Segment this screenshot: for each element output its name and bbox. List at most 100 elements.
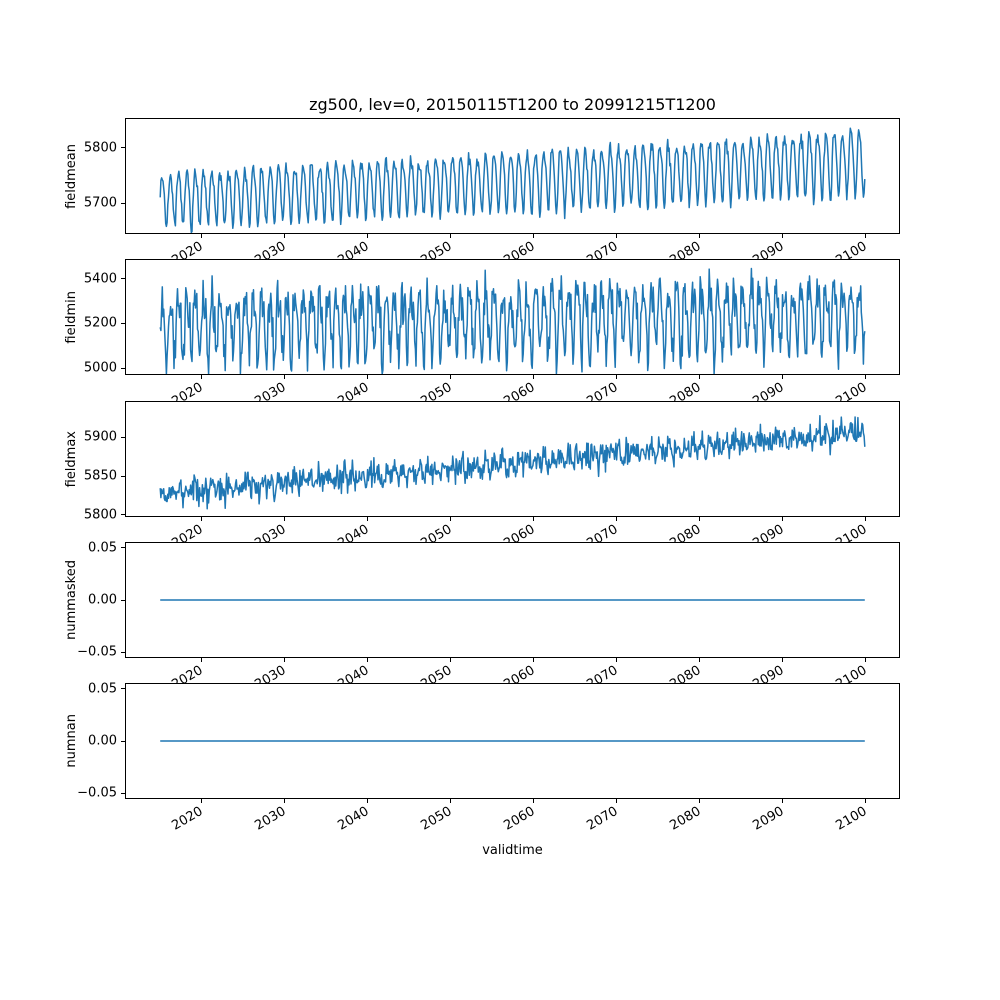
y-axis-label: fieldmean bbox=[64, 143, 79, 209]
y-tick-mark bbox=[121, 147, 125, 149]
y-tick-mark bbox=[121, 436, 125, 438]
x-tick-label: 2090 bbox=[750, 804, 787, 834]
x-tick-mark bbox=[366, 375, 368, 379]
x-tick-mark bbox=[200, 658, 202, 662]
y-tick-mark bbox=[121, 547, 125, 549]
x-tick-mark bbox=[283, 517, 285, 521]
y-tick-mark bbox=[121, 599, 125, 601]
x-tick-mark bbox=[532, 234, 534, 238]
x-tick-mark bbox=[283, 658, 285, 662]
y-axis-label-wrap: fieldmean bbox=[64, 118, 79, 234]
x-tick-mark bbox=[781, 799, 783, 803]
y-axis-label: numnan bbox=[64, 714, 79, 768]
x-tick-mark bbox=[449, 799, 451, 803]
x-tick-label: 2030 bbox=[252, 804, 289, 834]
x-tick-mark bbox=[864, 517, 866, 521]
x-tick-mark bbox=[615, 517, 617, 521]
x-tick-mark bbox=[200, 375, 202, 379]
x-tick-mark bbox=[698, 517, 700, 521]
y-tick-mark bbox=[121, 278, 125, 280]
x-tick-mark bbox=[532, 375, 534, 379]
x-tick-mark bbox=[781, 375, 783, 379]
x-tick-mark bbox=[864, 234, 866, 238]
x-tick-mark bbox=[698, 375, 700, 379]
plot-area bbox=[159, 127, 866, 234]
x-tick-mark bbox=[283, 799, 285, 803]
x-tick-mark bbox=[698, 799, 700, 803]
x-axis-label: validtime bbox=[482, 843, 543, 858]
x-tick-mark bbox=[864, 799, 866, 803]
x-tick-label: 2080 bbox=[667, 804, 704, 834]
x-tick-mark bbox=[449, 375, 451, 379]
y-axis-label-wrap: fieldmax bbox=[64, 401, 79, 517]
x-tick-mark bbox=[532, 517, 534, 521]
y-tick-mark bbox=[121, 740, 125, 742]
y-tick-label: 5000 bbox=[83, 360, 117, 376]
y-tick-label: −0.05 bbox=[77, 644, 117, 660]
x-tick-label: 2100 bbox=[833, 804, 870, 834]
y-tick-mark bbox=[121, 514, 125, 516]
y-tick-mark bbox=[121, 202, 125, 204]
x-tick-mark bbox=[283, 375, 285, 379]
y-axis-label-wrap: numnan bbox=[64, 683, 79, 799]
y-tick-label: 5400 bbox=[83, 271, 117, 287]
x-tick-mark bbox=[366, 658, 368, 662]
x-tick-mark bbox=[200, 517, 202, 521]
y-axis-label: nummasked bbox=[64, 560, 79, 640]
y-axis-label-wrap: nummasked bbox=[64, 542, 79, 658]
y-axis-label: fieldmax bbox=[64, 430, 79, 488]
x-tick-mark bbox=[864, 658, 866, 662]
y-tick-label: 5900 bbox=[83, 429, 117, 445]
x-tick-mark bbox=[366, 517, 368, 521]
y-tick-mark bbox=[121, 475, 125, 477]
subplot-fieldmean: fieldmean 5700 5800 2020 2030 2040 2050 2060 20… bbox=[64, 118, 900, 269]
x-tick-mark bbox=[366, 799, 368, 803]
x-tick-label: 2060 bbox=[501, 804, 538, 834]
y-tick-mark bbox=[121, 651, 125, 653]
x-tick-mark bbox=[615, 658, 617, 662]
x-tick-label: 2040 bbox=[335, 804, 372, 834]
subplot-numnan: numnan −0.05 0.00 0.05 2020 2030 2040 2050 2060… bbox=[64, 681, 900, 834]
subplot-nummasked: nummasked −0.05 0.00 0.05 2020 2030 2040 2050 2… bbox=[64, 540, 900, 693]
y-tick-label: 5850 bbox=[83, 468, 117, 484]
y-tick-label: 5800 bbox=[83, 140, 117, 156]
x-tick-mark bbox=[698, 234, 700, 238]
figure-title: zg500, lev=0, 20150115T1200 to 20991215T… bbox=[309, 95, 716, 114]
x-tick-mark bbox=[781, 517, 783, 521]
series-line bbox=[159, 414, 866, 510]
y-tick-label: 5200 bbox=[83, 315, 117, 331]
x-tick-mark bbox=[615, 234, 617, 238]
y-tick-label: −0.05 bbox=[77, 785, 117, 801]
y-axis-label: fieldmin bbox=[64, 290, 79, 344]
x-tick-mark bbox=[781, 658, 783, 662]
y-tick-label: 0.00 bbox=[88, 733, 117, 749]
x-tick-mark bbox=[200, 799, 202, 803]
x-tick-mark bbox=[283, 234, 285, 238]
y-tick-mark bbox=[121, 792, 125, 794]
x-tick-mark bbox=[449, 234, 451, 238]
x-tick-mark bbox=[200, 234, 202, 238]
y-tick-mark bbox=[121, 367, 125, 369]
y-tick-mark bbox=[121, 688, 125, 690]
y-tick-label: 0.05 bbox=[88, 540, 117, 556]
x-tick-mark bbox=[864, 375, 866, 379]
y-tick-label: 0.00 bbox=[88, 592, 117, 608]
plot-area bbox=[160, 740, 865, 742]
y-tick-label: 0.05 bbox=[88, 681, 117, 697]
x-tick-label: 2020 bbox=[169, 804, 206, 834]
x-tick-mark bbox=[781, 234, 783, 238]
y-tick-mark bbox=[121, 322, 125, 324]
subplot-fieldmax: fieldmax 5800 5850 5900 2020 2030 2040 2050 206… bbox=[64, 401, 900, 552]
x-tick-mark bbox=[449, 658, 451, 662]
series-line bbox=[159, 127, 866, 234]
x-tick-mark bbox=[615, 799, 617, 803]
x-tick-mark bbox=[532, 799, 534, 803]
plot-area bbox=[159, 267, 866, 375]
series-line bbox=[159, 267, 866, 375]
x-tick-mark bbox=[615, 375, 617, 379]
plot-area bbox=[159, 414, 866, 510]
x-tick-label: 2050 bbox=[418, 804, 455, 834]
y-tick-label: 5800 bbox=[83, 507, 117, 523]
subplot-fieldmin: fieldmin 5000 5200 5400 2020 2030 2040 2050 206… bbox=[64, 259, 900, 410]
